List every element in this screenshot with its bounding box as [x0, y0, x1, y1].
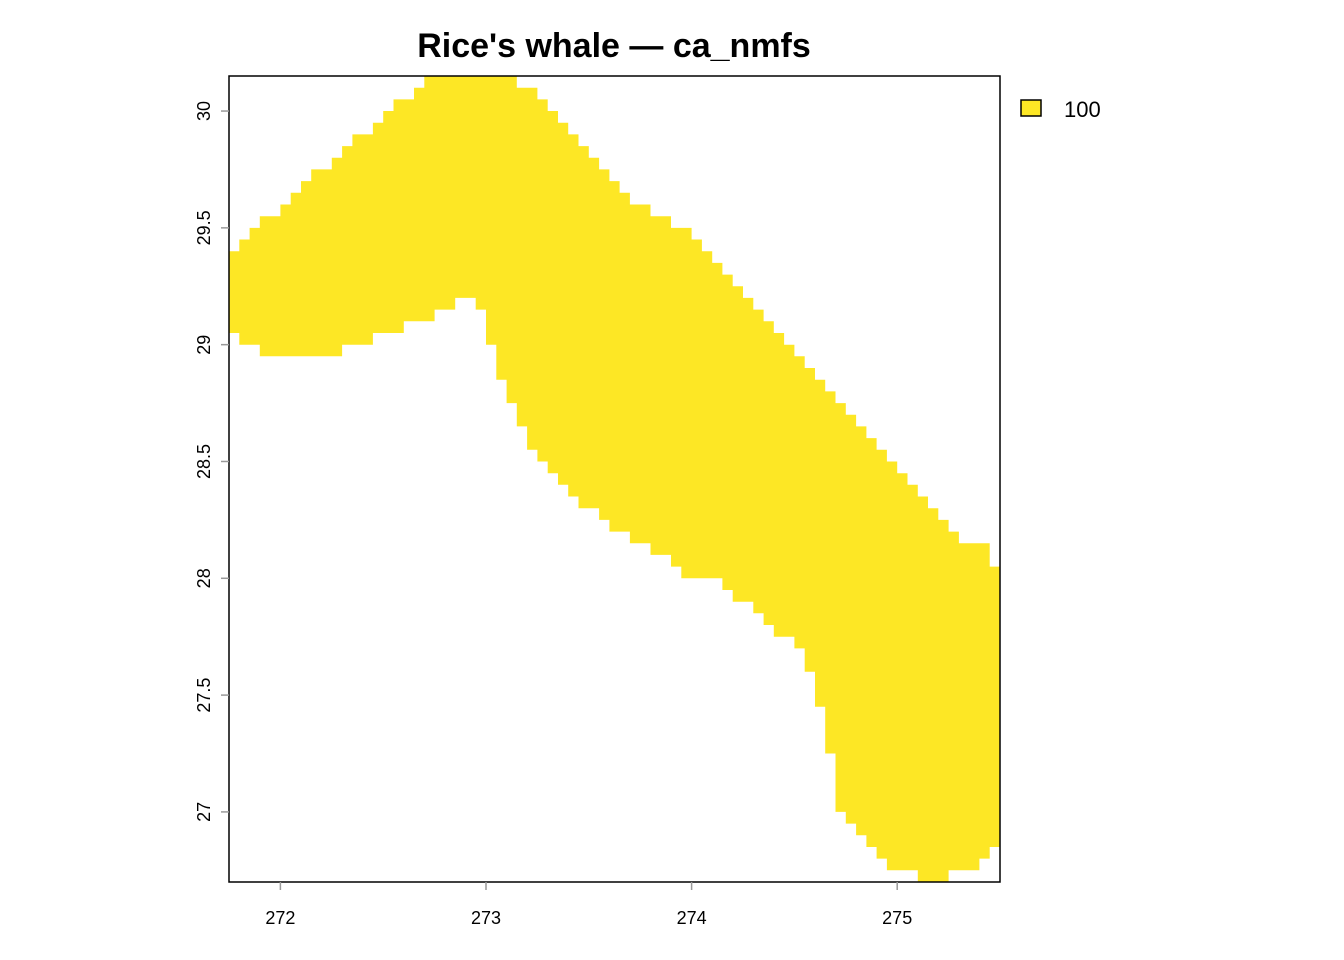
- legend-label: 100: [1064, 97, 1101, 122]
- x-axis: 272 273 274 275: [265, 882, 912, 928]
- legend: 100: [1020, 97, 1101, 122]
- plot-frame: [228, 75, 1001, 883]
- y-tick-label: 28.5: [194, 444, 214, 479]
- y-tick-label: 29.5: [194, 210, 214, 245]
- legend-swatch: [1020, 99, 1042, 117]
- x-tick-label: 273: [471, 908, 501, 928]
- x-tick-label: 272: [265, 908, 295, 928]
- y-tick-label: 28: [194, 568, 214, 588]
- y-tick-label: 29: [194, 335, 214, 355]
- y-axis: 27 27.5 28 28.5 29 29.5 30: [194, 101, 229, 822]
- y-tick-label: 27.5: [194, 678, 214, 713]
- x-tick-label: 275: [882, 908, 912, 928]
- y-tick-label: 30: [194, 101, 214, 121]
- map-title: Rice's whale — ca_nmfs: [417, 27, 811, 65]
- plot-area: [228, 75, 1001, 883]
- y-tick-label: 27: [194, 802, 214, 822]
- habitat-region: [229, 76, 1000, 882]
- x-tick-label: 274: [677, 908, 707, 928]
